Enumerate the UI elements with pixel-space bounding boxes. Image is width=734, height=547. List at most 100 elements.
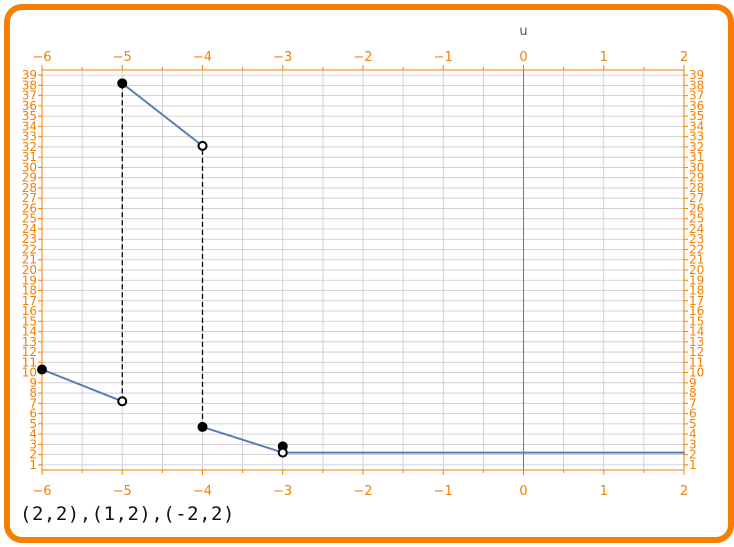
closed-point: [37, 364, 47, 375]
y-tick-label-left: 24: [22, 222, 37, 236]
y-tick-label-left: 12: [22, 345, 37, 359]
y-tick-label-right: 36: [689, 99, 704, 113]
x-tick-label-bottom: −3: [273, 484, 292, 499]
y-tick-label-right: 31: [689, 150, 704, 164]
x-tick-label-bottom: −5: [113, 484, 132, 499]
y-tick-label-left: 28: [22, 181, 37, 195]
series-segment: [201, 425, 284, 454]
y-tick-label-right: 3: [689, 437, 697, 451]
open-point: [117, 396, 128, 407]
y-tick-label-left: 5: [29, 417, 37, 431]
series-segment: [121, 82, 204, 147]
y-tick-label-right: 39: [689, 68, 704, 82]
y-tick-label-right: 14: [689, 325, 704, 339]
y-tick-label-left: 11: [22, 355, 37, 369]
y-tick-label-left: 37: [22, 89, 37, 103]
y-tick-label-left: 16: [22, 304, 37, 318]
x-tick-label-bottom: −6: [32, 484, 51, 499]
y-tick-label-right: 6: [689, 407, 697, 421]
y-tick-label-left: 17: [22, 294, 37, 308]
x-tick-label-top: −1: [434, 50, 453, 65]
output-caption: (2,2),(1,2),(-2,2): [20, 503, 235, 525]
y-tick-label-left: 30: [22, 160, 37, 174]
x-tick-label-bottom: 2: [680, 484, 688, 499]
y-tick-label-right: 10: [689, 366, 704, 380]
y-tick-label-left: 7: [29, 396, 37, 410]
x-tick-label-bottom: −1: [434, 484, 453, 499]
y-tick-label-left: 39: [22, 68, 37, 82]
y-tick-label-right: 20: [689, 263, 704, 277]
y-tick-label-right: 17: [689, 294, 704, 308]
x-tick-label-bottom: 1: [600, 484, 608, 499]
y-tick-label-right: 29: [689, 171, 704, 185]
x-tick-label-top: −2: [353, 50, 372, 65]
y-tick-label-left: 2: [29, 448, 37, 462]
y-tick-label-right: 25: [689, 212, 704, 226]
y-tick-label-right: 15: [689, 314, 704, 328]
x-tick-label-bottom: −2: [353, 484, 372, 499]
series-segment: [41, 368, 124, 403]
y-tick-label-left: 38: [22, 78, 37, 92]
y-tick-label-right: 5: [689, 417, 697, 431]
x-tick-label-bottom: 0: [519, 484, 527, 499]
y-tick-label-left: 27: [22, 191, 37, 205]
y-tick-label-left: 6: [29, 407, 37, 421]
y-tick-label-right: 1: [689, 458, 697, 472]
y-tick-label-right: 8: [689, 386, 697, 400]
y-tick-label-right: 26: [689, 201, 704, 215]
x-tick-label-top: −5: [113, 50, 132, 65]
y-tick-label-left: 31: [22, 150, 37, 164]
x-tick-label-top: 0: [519, 50, 527, 65]
y-tick-label-left: 21: [22, 253, 37, 267]
y-tick-label-right: 2: [689, 448, 697, 462]
y-tick-label-right: 34: [689, 119, 704, 133]
y-tick-label-right: 21: [689, 253, 704, 267]
y-tick-label-left: 22: [22, 242, 37, 256]
y-tick-label-right: 4: [689, 427, 697, 441]
y-tick-label-left: 23: [22, 232, 37, 246]
y-tick-label-right: 22: [689, 242, 704, 256]
x-tick-label-top: 2: [680, 50, 688, 65]
y-tick-label-left: 14: [22, 325, 37, 339]
y-tick-label-right: 7: [689, 396, 697, 410]
y-tick-label-left: 35: [22, 109, 37, 123]
y-tick-label-right: 32: [689, 140, 704, 154]
y-tick-label-right: 9: [689, 376, 697, 390]
y-tick-label-left: 18: [22, 284, 37, 298]
y-tick-label-right: 16: [689, 304, 704, 318]
y-tick-label-right: 12: [689, 345, 704, 359]
y-tick-label-right: 18: [689, 284, 704, 298]
y-tick-label-right: 30: [689, 160, 704, 174]
x-tick-label-top: −4: [193, 50, 212, 65]
y-tick-label-right: 27: [689, 191, 704, 205]
y-tick-label-right: 19: [689, 273, 704, 287]
y-tick-label-left: 9: [29, 376, 37, 390]
top-axis-label: u: [519, 24, 527, 39]
open-point: [277, 447, 288, 458]
y-tick-label-left: 20: [22, 263, 37, 277]
y-tick-label-right: 11: [689, 355, 704, 369]
y-tick-label-right: 33: [689, 130, 704, 144]
y-tick-label-left: 1: [29, 458, 37, 472]
closed-point: [117, 78, 128, 89]
y-tick-label-left: 13: [22, 335, 37, 349]
open-point: [197, 140, 208, 151]
y-tick-label-left: 25: [22, 212, 37, 226]
y-tick-label-right: 13: [689, 335, 704, 349]
y-tick-label-right: 23: [689, 232, 704, 246]
y-tick-label-left: 34: [22, 119, 37, 133]
y-tick-label-right: 24: [689, 222, 704, 236]
y-tick-label-right: 38: [689, 78, 704, 92]
x-tick-label-top: −6: [32, 50, 51, 65]
x-tick-label-top: 1: [600, 50, 608, 65]
x-tick-label-bottom: −4: [193, 484, 212, 499]
y-tick-label-left: 33: [22, 130, 37, 144]
y-tick-label-left: 8: [29, 386, 37, 400]
y-tick-label-left: 15: [22, 314, 37, 328]
y-tick-label-right: 35: [689, 109, 704, 123]
y-tick-label-left: 26: [22, 201, 37, 215]
y-tick-label-left: 4: [29, 427, 37, 441]
y-tick-label-right: 37: [689, 89, 704, 103]
y-tick-label-left: 10: [22, 366, 37, 380]
